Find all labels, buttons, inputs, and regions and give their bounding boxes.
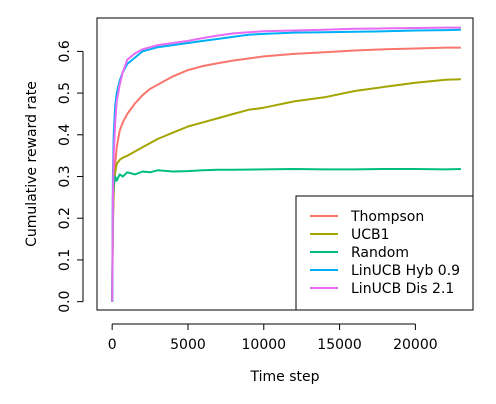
y-axis: 0.0 0.1 0.2 0.3 0.4 0.5 0.6	[57, 40, 84, 313]
x-tick-label: 10000	[242, 337, 287, 353]
y-tick-label: 0.4	[57, 124, 73, 146]
series-line-3	[111, 28, 461, 302]
y-tick-label: 0.0	[57, 291, 73, 313]
plot-frame	[96, 17, 474, 311]
y-tick-label: 0.6	[57, 40, 73, 62]
legend-label: UCB1	[351, 227, 390, 243]
legend-label: Random	[351, 245, 409, 261]
series-line-1	[111, 78, 461, 302]
x-axis: 0 5000 10000 15000 20000	[108, 323, 438, 353]
series-line-0	[111, 46, 461, 302]
series-layer	[111, 26, 461, 302]
legend: Thompson UCB1 Random LinUCB Hyb 0.9 LinUCB D…	[295, 195, 474, 311]
series-line-4	[111, 26, 461, 302]
y-axis-title: Cumulative reward rate	[24, 81, 40, 247]
x-axis-title: Time step	[250, 369, 320, 385]
y-tick-label: 0.1	[57, 249, 73, 271]
y-tick-label: 0.2	[57, 207, 73, 229]
y-tick-label: 0.5	[57, 82, 73, 104]
x-tick-label: 5000	[170, 337, 206, 353]
legend-label: LinUCB Dis 2.1	[351, 281, 454, 297]
x-tick-label: 15000	[317, 337, 362, 353]
legend-label: Thompson	[350, 209, 424, 225]
series-line-2	[111, 168, 461, 302]
y-tick-label: 0.3	[57, 165, 73, 187]
x-tick-label: 0	[108, 337, 117, 353]
legend-label: LinUCB Hyb 0.9	[351, 263, 460, 279]
x-tick-label: 20000	[393, 337, 438, 353]
